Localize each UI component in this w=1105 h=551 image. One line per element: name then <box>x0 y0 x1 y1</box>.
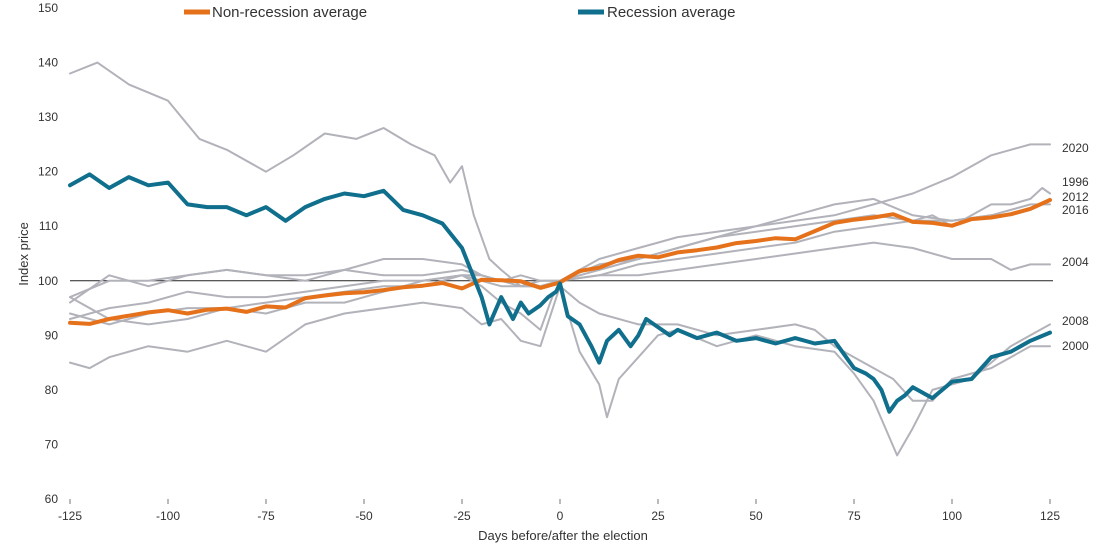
y-tick-label: 140 <box>38 56 58 70</box>
series-layer <box>68 61 1052 457</box>
series-line-year-8 <box>69 274 1051 402</box>
y-axis-title: Index price <box>16 222 31 286</box>
x-tick-label: -75 <box>257 509 275 523</box>
year-label-2008: 2008 <box>1062 314 1089 328</box>
series-line-non-recession-average <box>68 198 1052 326</box>
x-tick-label: -100 <box>156 509 180 523</box>
series-line-recession-average <box>68 172 1052 414</box>
year-label-2000: 2000 <box>1062 339 1089 353</box>
series-line-year-7 <box>69 285 1051 457</box>
series-line-year-6 <box>69 241 1051 299</box>
y-tick-label: 120 <box>38 165 58 179</box>
x-tick-label: 0 <box>557 509 564 523</box>
y-tick-label: 90 <box>45 328 59 342</box>
y-tick-label: 100 <box>38 274 58 288</box>
legend-label-non-recession: Non-recession average <box>212 4 367 21</box>
series-line-year-2 <box>69 61 1051 288</box>
y-tick-label: 80 <box>45 383 59 397</box>
year-label-2020: 2020 <box>1062 141 1089 155</box>
x-tick-label: 75 <box>847 509 861 523</box>
y-tick-label: 110 <box>39 219 58 233</box>
x-tick-label: 100 <box>942 509 962 523</box>
year-label-2004: 2004 <box>1062 255 1089 269</box>
x-tick-label: -125 <box>58 509 82 523</box>
y-tick-label: 150 <box>38 1 58 15</box>
x-tick-label: -25 <box>453 509 471 523</box>
year-label-1996: 1996 <box>1062 175 1089 189</box>
x-tick-label: 25 <box>651 509 665 523</box>
year-label-2012: 2012 <box>1062 190 1089 204</box>
year-label-2016: 2016 <box>1062 203 1089 217</box>
x-tick-label: 50 <box>749 509 763 523</box>
axis-layer: -125 -100 -75 -50 -25 0 25 50 75 100 125 60 70 80 90 10… <box>38 1 1060 523</box>
x-tick-label: -50 <box>355 509 373 523</box>
year-labels: 2020 1996 2012 2016 2004 2008 2000 <box>1062 141 1089 353</box>
x-tick-label: 125 <box>1040 509 1060 523</box>
legend-label-recession: Recession average <box>607 4 735 21</box>
y-tick-label: 130 <box>38 110 58 124</box>
y-tick-label: 60 <box>45 492 59 506</box>
y-tick-label: 70 <box>45 437 59 451</box>
legend: Non-recession average Recession average <box>184 4 735 21</box>
x-axis-title: Days before/after the election <box>478 528 648 543</box>
